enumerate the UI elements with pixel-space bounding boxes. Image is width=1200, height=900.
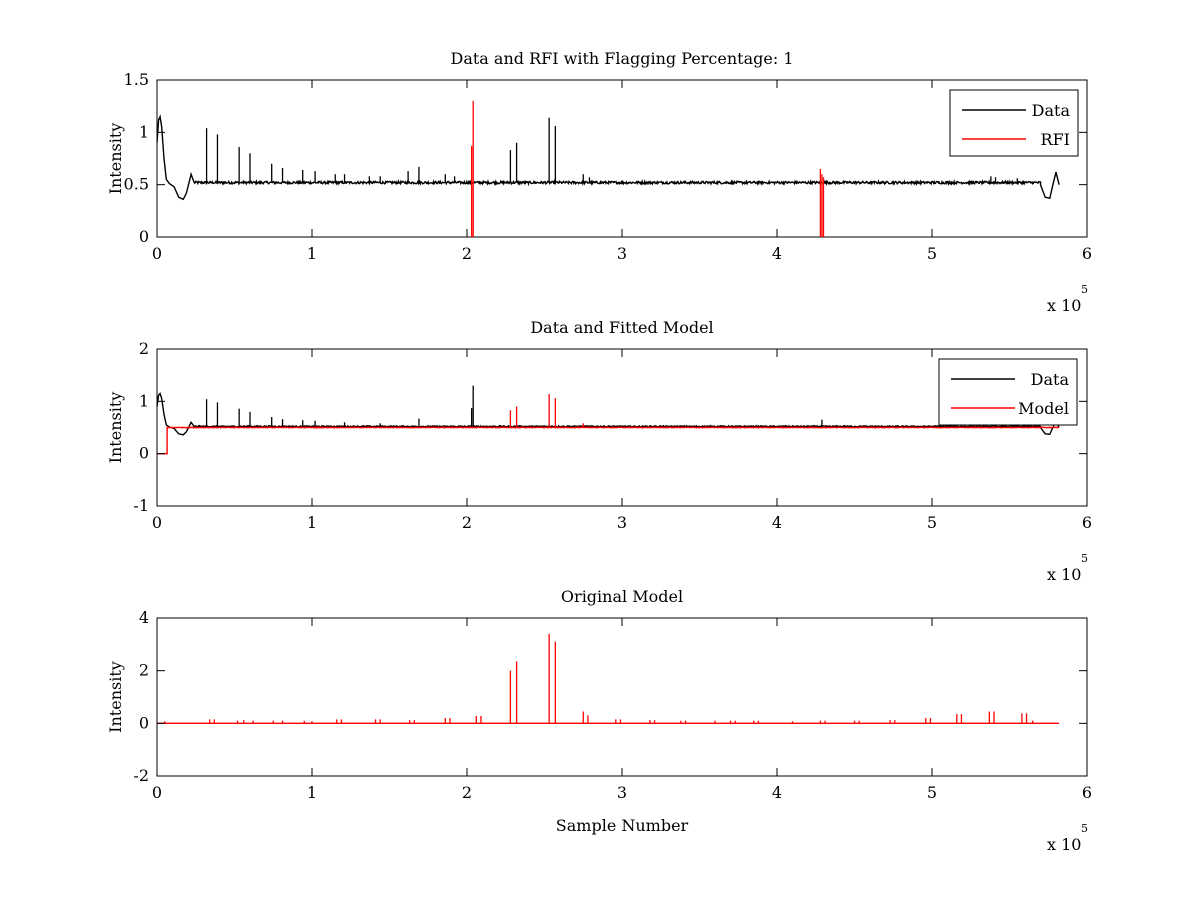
y-tick-label: 0 [139,713,149,732]
x-tick-label: 2 [462,244,472,263]
x-tick-label: 3 [617,783,627,802]
legend: Data RFI [949,89,1079,157]
chart-title: Original Model [561,587,683,606]
x-tick-label: 0 [152,513,162,532]
y-axis-label: Intensity [106,392,125,464]
axes-box [156,617,1088,777]
legend-label-model: Model [1018,399,1069,418]
y-tick-label: 2 [139,661,149,680]
series-data-line [157,392,1060,436]
subplot-1: 0 1 2 3 4 5 6 0 0.5 1 1.5 Data and RFI with Flaggin… [106,49,1092,315]
legend-label-data: Data [1032,101,1071,120]
y-tick-label: 0 [139,227,149,246]
axes-box [156,79,1088,238]
x-multiplier-label: x 10 [1047,835,1081,854]
chart-title: Data and Fitted Model [530,318,713,337]
y-axis-label: Intensity [106,661,125,733]
legend-box [938,358,1078,426]
x-multiplier-exponent: 5 [1081,822,1088,835]
y-tick-label: 2 [139,339,149,358]
series-data-line [157,114,1060,201]
x-tick-label: 2 [462,783,472,802]
x-tick-label: 1 [307,244,317,263]
y-tick-label: -1 [133,496,149,515]
x-tick-label: 5 [927,244,937,263]
x-tick-label: 5 [927,513,937,532]
x-tick-label: 4 [772,783,782,802]
x-tick-label: 1 [307,513,317,532]
x-multiplier-label: x 10 [1047,565,1081,584]
y-tick-label: 0 [139,444,149,463]
legend-label-rfi: RFI [1041,130,1070,149]
legend-label-data: Data [1031,370,1070,389]
x-tick-label: 3 [617,244,627,263]
x-multiplier-exponent: 5 [1081,283,1088,296]
x-tick-label: 2 [462,513,472,532]
x-axis-label: Sample Number [556,816,689,835]
plot-area [157,100,1060,237]
y-axis-label: Intensity [106,123,125,195]
plot-area [157,385,1060,455]
y-tick-label: 1 [139,122,149,141]
x-tick-label: 5 [927,783,937,802]
y-tick-label: 1.5 [124,70,149,89]
y-tick-label: -2 [133,766,149,785]
x-multiplier-label: x 10 [1047,296,1081,315]
x-tick-label: 4 [772,244,782,263]
x-tick-label: 1 [307,783,317,802]
x-tick-label: 0 [152,783,162,802]
legend: Data Model [938,358,1078,426]
x-tick-label: 6 [1082,513,1092,532]
x-multiplier-exponent: 5 [1081,552,1088,565]
legend-box [949,89,1079,157]
y-tick-label: 4 [139,608,149,627]
series-model-line [157,426,1060,455]
x-tick-label: 6 [1082,783,1092,802]
y-tick-label: 0.5 [124,175,149,194]
x-tick-label: 3 [617,513,627,532]
x-tick-label: 0 [152,244,162,263]
x-tick-label: 4 [772,513,782,532]
x-tick-label: 6 [1082,244,1092,263]
y-tick-label: 1 [139,391,149,410]
plot-area [157,633,1060,724]
chart-title: Data and RFI with Flagging Percentage: 1 [450,49,793,68]
